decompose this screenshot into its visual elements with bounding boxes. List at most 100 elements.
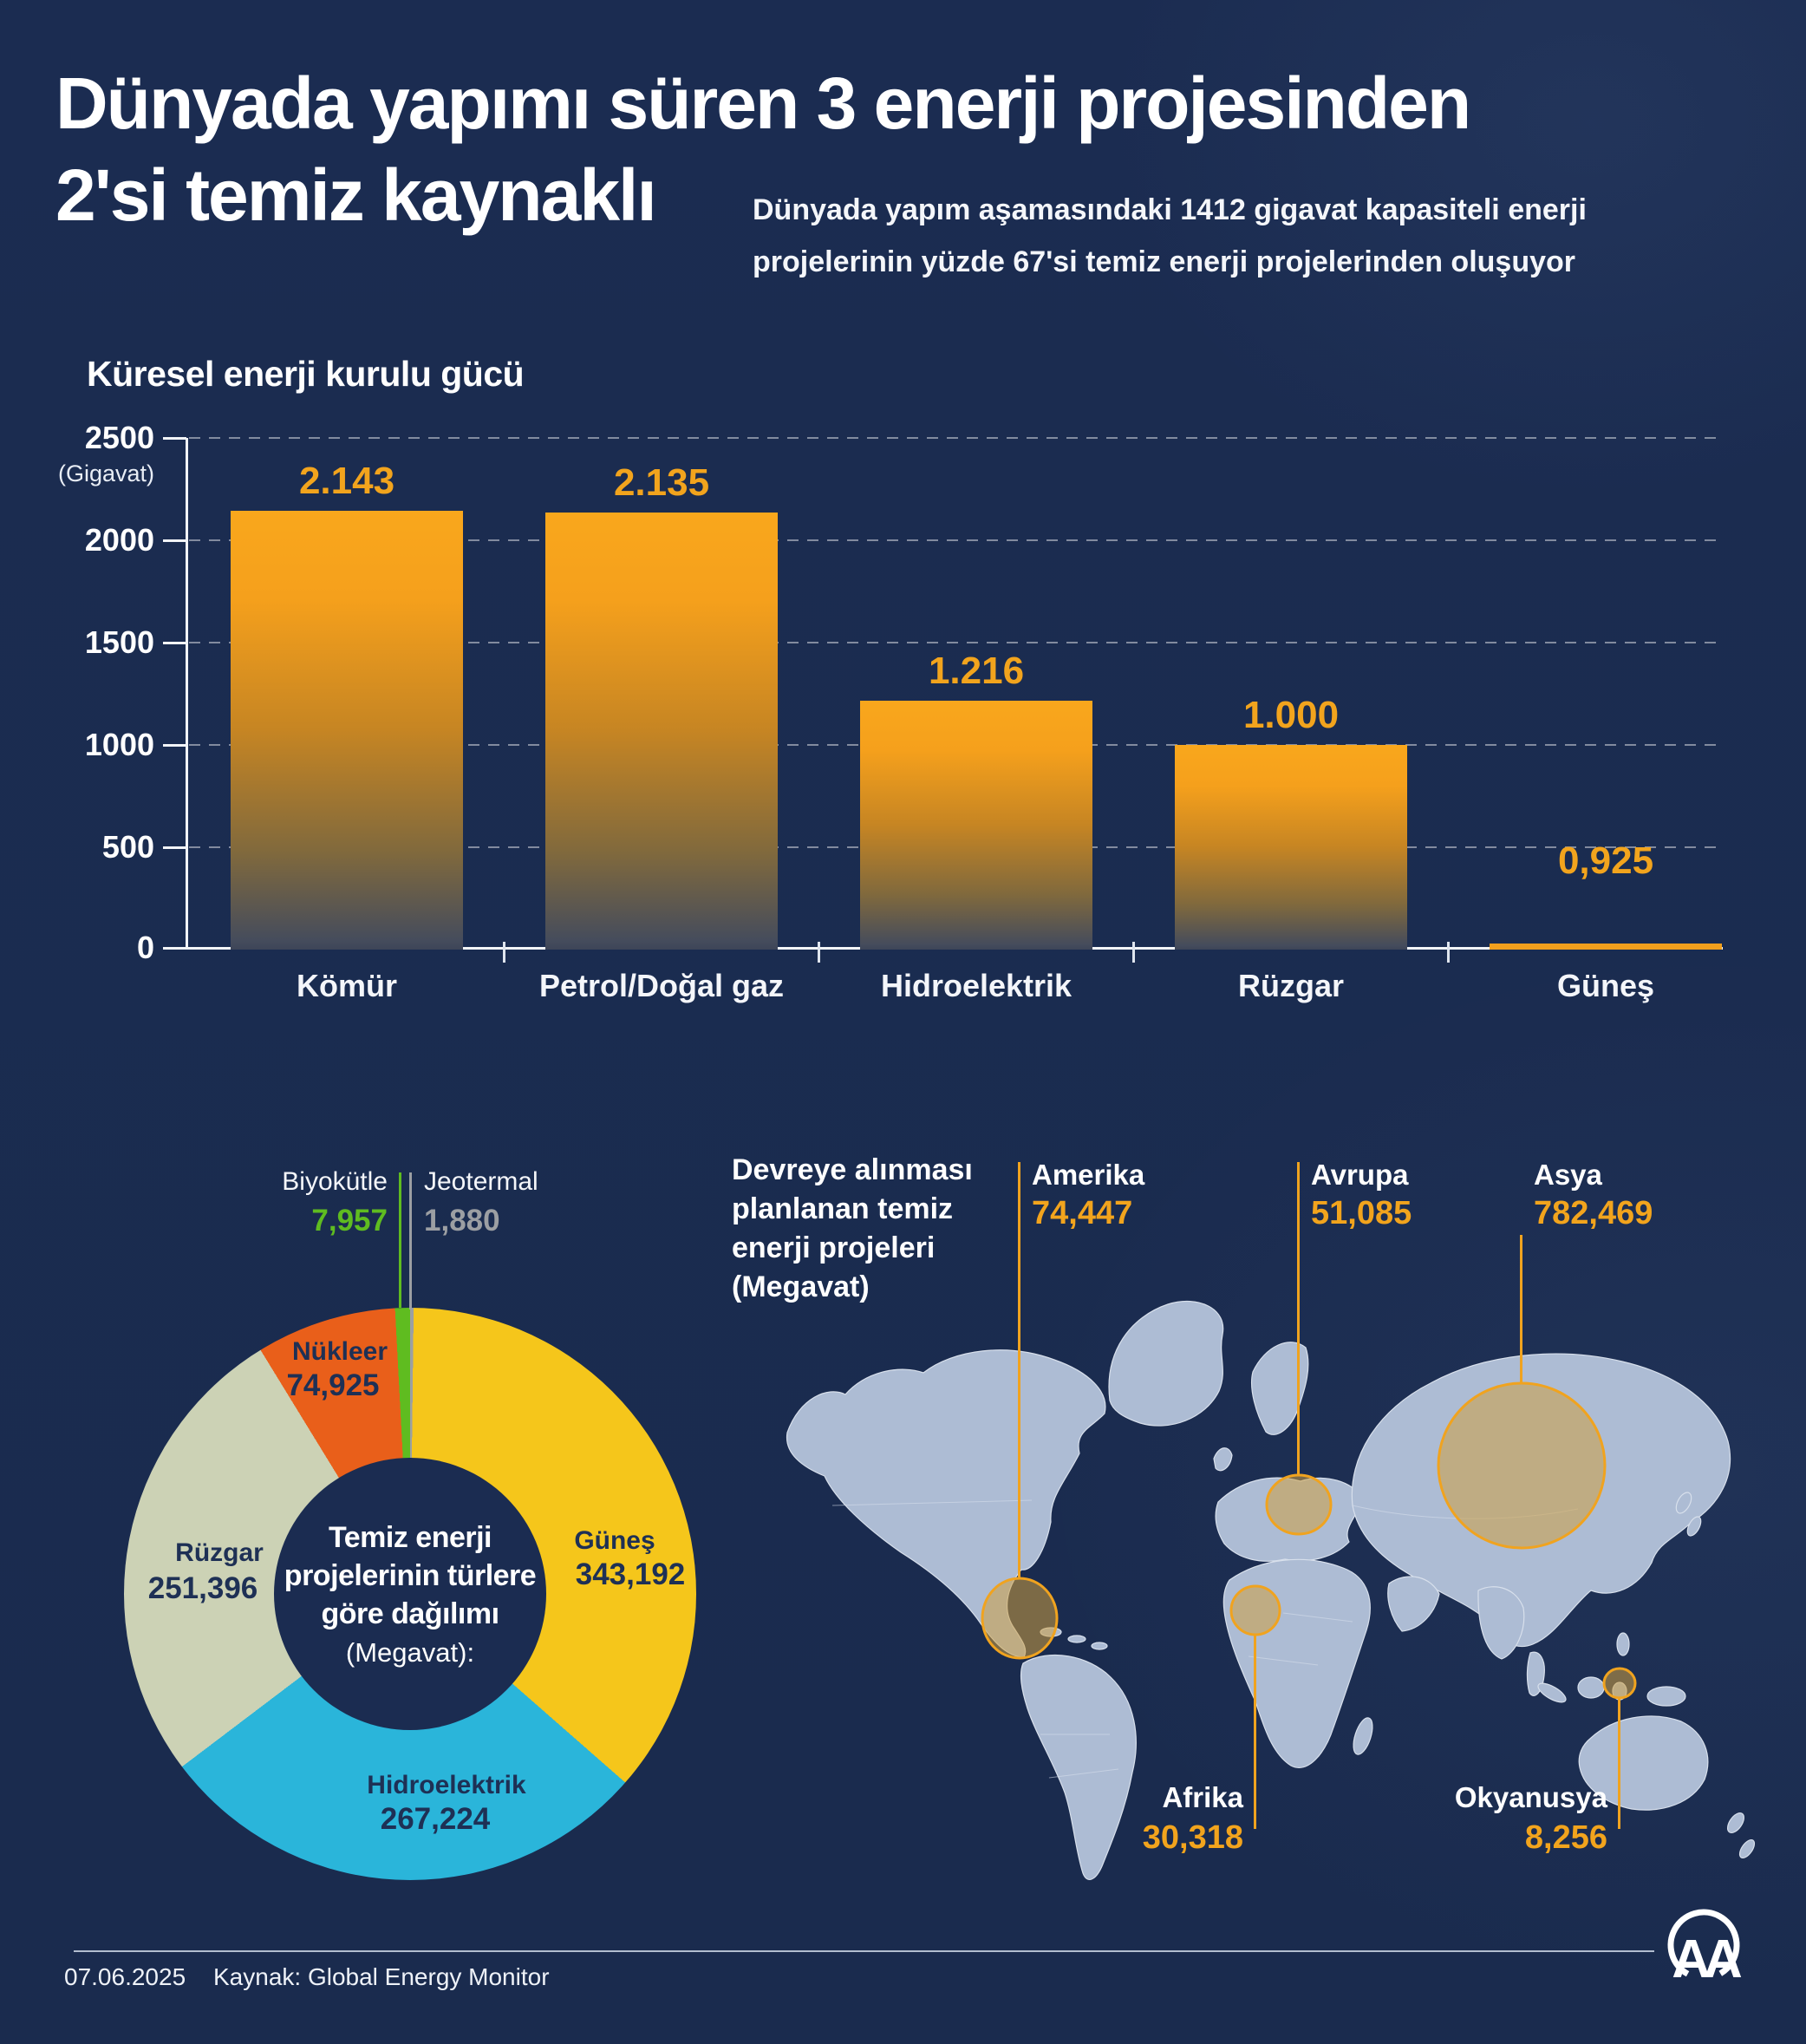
callout-value-jeotermal: 1,880	[424, 1204, 500, 1238]
map-line-asya	[1520, 1235, 1522, 1383]
map-label-asya: Asya	[1534, 1159, 1602, 1191]
island-new-guinea	[1646, 1686, 1686, 1707]
y-axis-tick	[163, 846, 186, 849]
map-line-amerika	[1018, 1162, 1020, 1578]
bar-value-petrol: 2.135	[613, 461, 710, 504]
island-new-zealand	[1726, 1812, 1745, 1833]
bar-chart-title: Küresel enerji kurulu gücü	[87, 354, 525, 394]
bubble-amerika	[981, 1577, 1059, 1660]
map-label-amerika: Amerika	[1032, 1159, 1145, 1191]
caribbean-islands	[1067, 1635, 1086, 1643]
region-british-isles	[1213, 1447, 1233, 1472]
footer-divider	[74, 1950, 1654, 1952]
donut-center-line2: projelerinin türlere	[284, 1559, 537, 1592]
island-sumatra	[1537, 1682, 1567, 1703]
island-philippines	[1616, 1632, 1630, 1656]
bar-value-komur: 2.143	[298, 460, 395, 502]
donut-center-line1: Temiz enerji	[329, 1521, 492, 1554]
gridline-2000	[189, 539, 1721, 541]
map-line-avrupa	[1297, 1162, 1300, 1475]
map-value-afrika: 30,318	[1142, 1819, 1243, 1856]
bubble-okyanusya	[1602, 1667, 1637, 1700]
map-value-amerika: 74,447	[1032, 1195, 1133, 1231]
y-tick-2000: 2000	[84, 522, 154, 558]
island-new-zealand	[1738, 1838, 1756, 1859]
slice-value-hidroelektrik: 267,224	[380, 1802, 491, 1836]
y-axis-tick	[163, 539, 186, 542]
bar-label-ruzgar: Rüzgar	[1237, 968, 1344, 1003]
y-axis-tick	[163, 947, 186, 950]
bar-gunes	[1490, 944, 1722, 950]
y-tick-500: 500	[101, 829, 154, 865]
footer-date: 07.06.2025	[64, 1963, 186, 1990]
callout-label-jeotermal: Jeotermal	[424, 1167, 538, 1196]
x-axis-tick	[1447, 942, 1450, 963]
island-madagascar	[1353, 1717, 1373, 1755]
bar-label-komur: Kömür	[297, 968, 397, 1003]
aa-logo-text: AA	[1672, 1930, 1742, 1987]
slice-label-ruzgar: Rüzgar	[175, 1538, 264, 1567]
island-borneo	[1577, 1676, 1605, 1699]
bubble-asya	[1437, 1381, 1607, 1550]
y-axis-tick	[163, 744, 186, 747]
bubble-avrupa	[1265, 1473, 1333, 1536]
x-axis-tick	[503, 942, 505, 963]
leader-line-biyokutle	[399, 1172, 401, 1308]
continent-australia	[1578, 1715, 1709, 1811]
map-value-okyanusya: 8,256	[1524, 1819, 1607, 1856]
y-tick-1000: 1000	[84, 727, 154, 762]
continent-greenland	[1108, 1300, 1224, 1427]
x-axis-tick	[1132, 942, 1135, 963]
slice-label-gunes: Güneş	[574, 1526, 655, 1555]
footer-source: Kaynak: Global Energy Monitor	[213, 1963, 550, 1990]
bar-petrol-dogal-gaz	[545, 513, 778, 950]
slice-label-nukleer: Nükleer	[291, 1337, 388, 1366]
leader-line-jeotermal	[409, 1172, 412, 1309]
y-tick-2500: 2500	[84, 420, 154, 455]
donut-hole	[274, 1458, 546, 1730]
x-axis-tick	[818, 942, 820, 963]
continent-south-america	[1020, 1654, 1137, 1880]
gridline-2500	[189, 437, 1721, 439]
bar-ruzgar	[1175, 745, 1407, 950]
anadolu-agency-logo-icon: AA	[1667, 1909, 1749, 1987]
map-label-avrupa: Avrupa	[1311, 1159, 1409, 1191]
callout-label-biyokutle: Biyokütle	[282, 1167, 388, 1196]
map-title-line3: enerji projeleri	[732, 1231, 936, 1264]
slice-value-gunes: 343,192	[575, 1557, 686, 1591]
bar-value-gunes: 0,925	[1557, 839, 1654, 882]
y-axis-line	[186, 438, 188, 950]
map-label-afrika: Afrika	[1162, 1781, 1243, 1813]
island-japan	[1686, 1516, 1702, 1537]
map-title-line4: (Megavat)	[732, 1270, 870, 1303]
continent-north-america	[786, 1349, 1106, 1658]
y-tick-0: 0	[136, 930, 154, 965]
region-india	[1477, 1586, 1525, 1660]
island-japan	[1675, 1492, 1692, 1514]
page-title-line1: Dünyada yapımı süren 3 enerji projesinde…	[55, 62, 1471, 144]
map-label-okyanusya: Okyanusya	[1454, 1781, 1607, 1813]
slice-value-ruzgar: 251,396	[147, 1571, 258, 1605]
caribbean-islands	[1091, 1642, 1108, 1650]
slice-label-hidroelektrik: Hidroelektrik	[367, 1771, 526, 1799]
bar-komur	[231, 511, 463, 950]
y-axis-unit: (Gigavat)	[57, 460, 154, 487]
page-title-line2: 2'si temiz kaynaklı	[55, 154, 657, 236]
world-map	[786, 1300, 1756, 1880]
donut-center-line3: göre dağılımı	[321, 1597, 499, 1630]
map-title-line2: planlanan temiz	[732, 1192, 954, 1225]
map-title-line1: Devreye alınması	[732, 1153, 973, 1186]
map-value-avrupa: 51,085	[1311, 1195, 1412, 1231]
y-axis-tick	[163, 437, 186, 440]
slice-value-nukleer: 74,925	[286, 1368, 380, 1402]
gridline-1500	[189, 642, 1721, 643]
bar-label-gunes: Güneş	[1556, 968, 1655, 1003]
bar-hidroelektrik	[860, 701, 1092, 950]
bar-value-ruzgar: 1.000	[1242, 694, 1340, 736]
map-line-okyanusya	[1618, 1698, 1620, 1829]
bar-value-hidro: 1.216	[928, 650, 1025, 692]
bar-label-petrol: Petrol/Doğal gaz	[538, 968, 785, 1003]
page-title: Dünyada yapımı süren 3 enerji projesinde…	[55, 57, 1471, 241]
y-axis-tick	[163, 642, 186, 644]
